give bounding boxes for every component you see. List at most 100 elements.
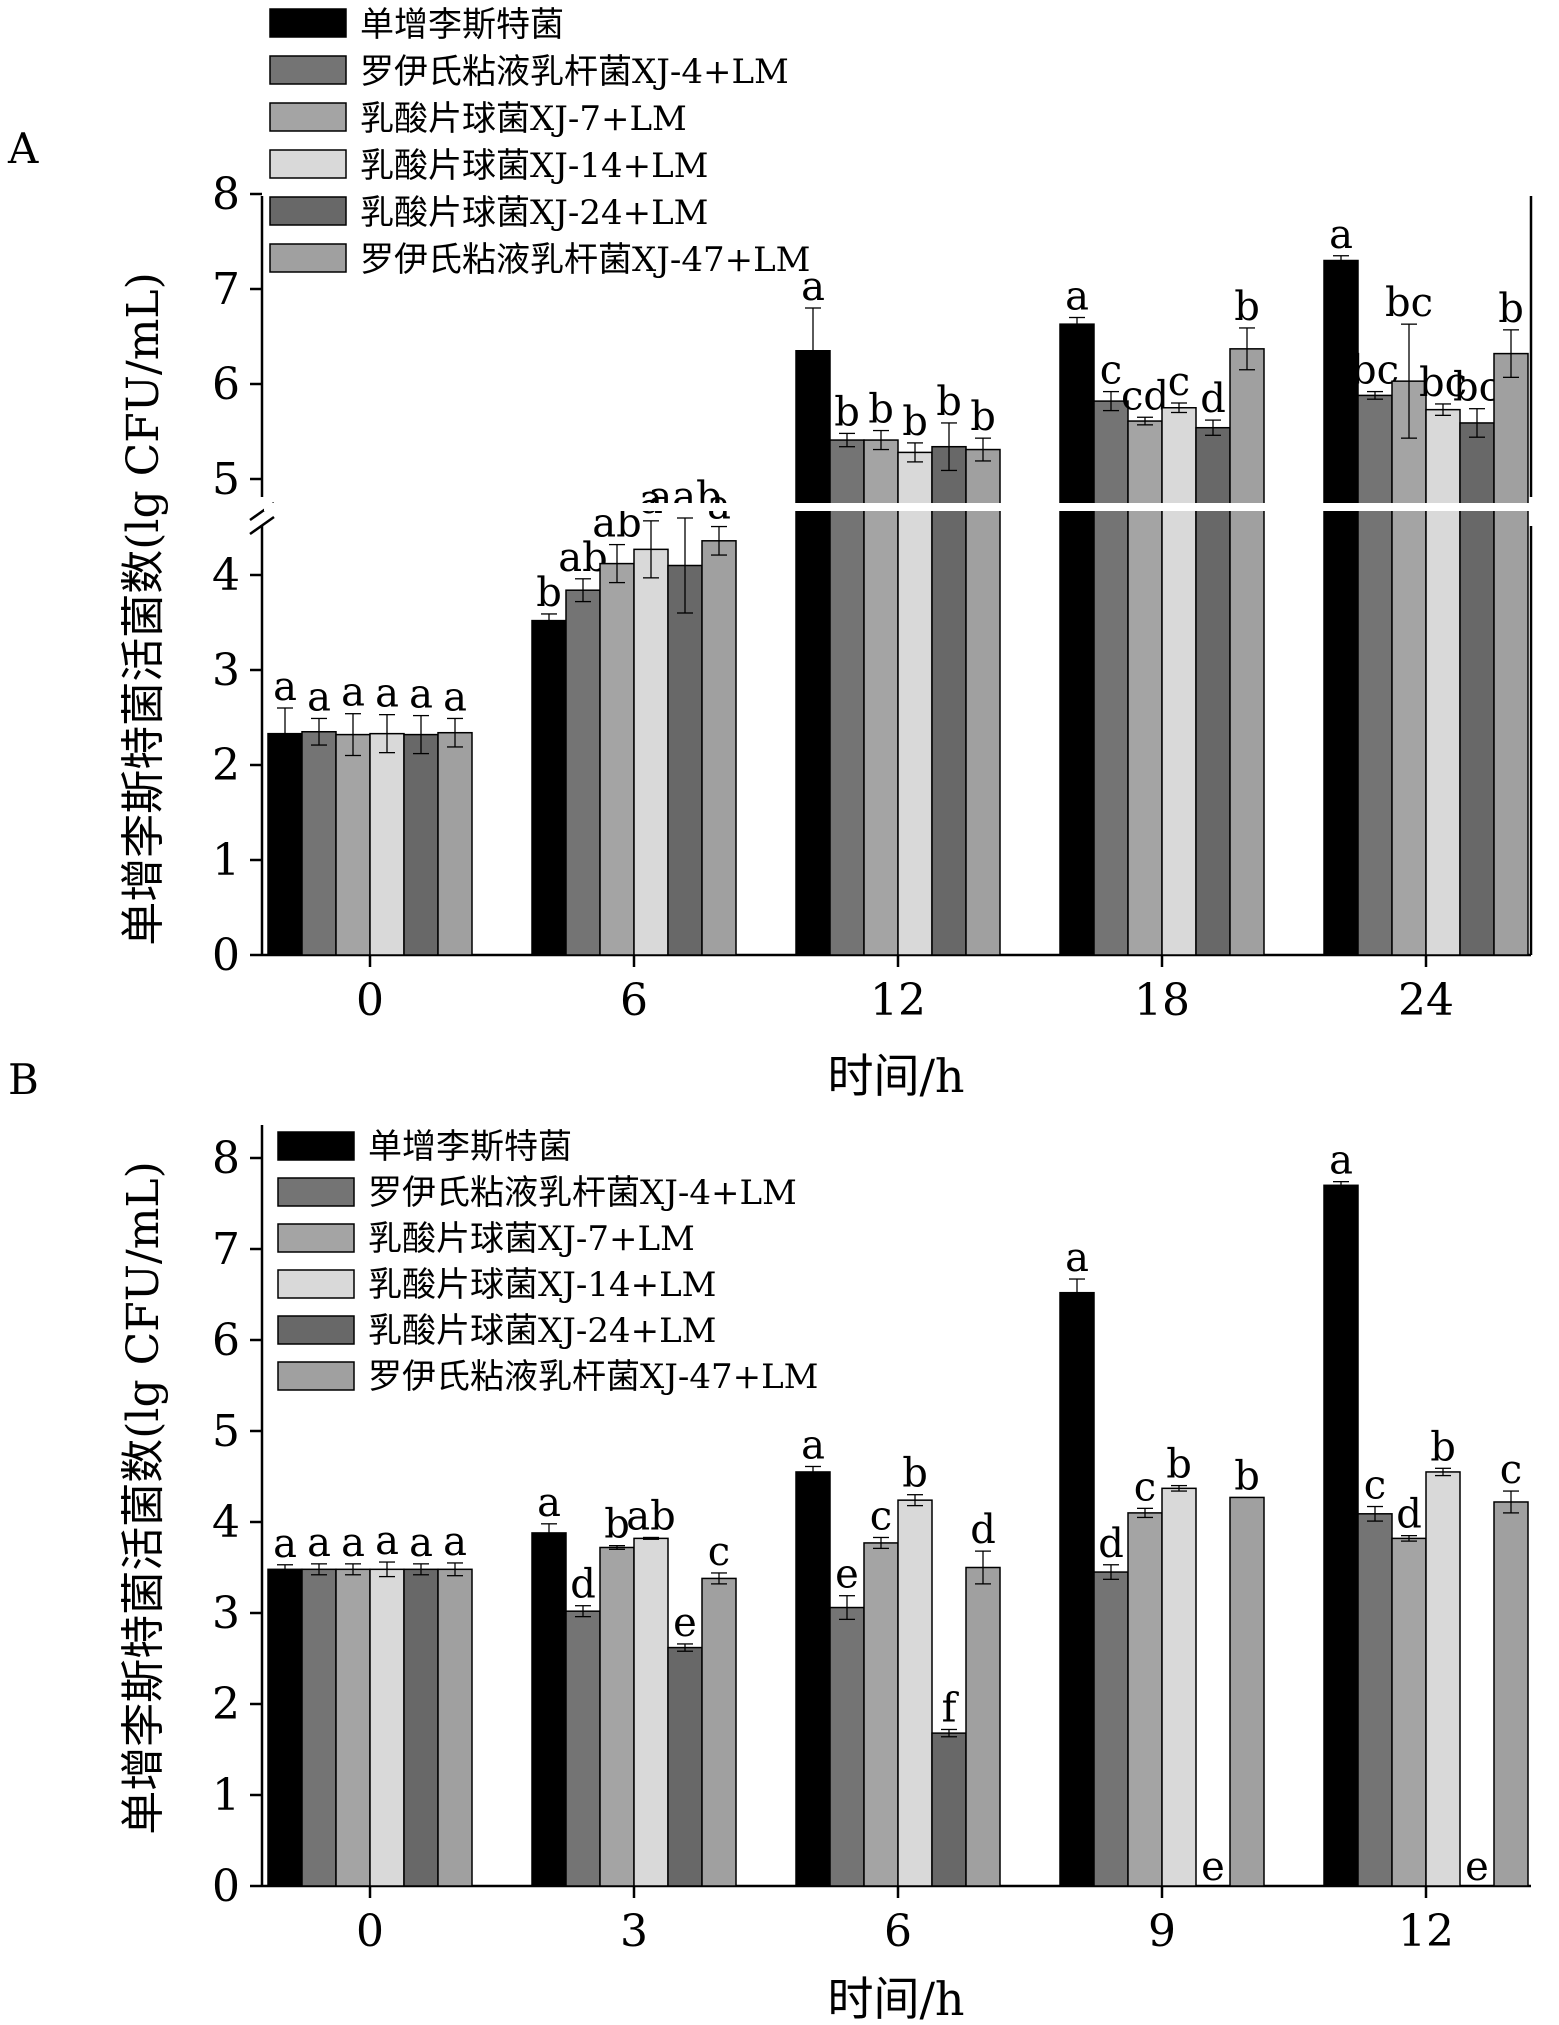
significance-letter: e — [1201, 1844, 1225, 1890]
bar — [701, 540, 737, 956]
bar — [301, 1568, 337, 1887]
significance-letter: b — [1498, 286, 1524, 332]
y-tick-label: 8 — [212, 1133, 240, 1184]
bar — [335, 733, 371, 956]
x-tick-label: 6 — [620, 975, 648, 1026]
significance-letter: b — [936, 379, 962, 425]
significance-letter: e — [1465, 1844, 1489, 1890]
significance-letter: b — [1166, 1442, 1192, 1488]
significance-letter: e — [835, 1552, 859, 1598]
significance-letter: bc — [1419, 360, 1467, 406]
significance-letter: a — [801, 264, 825, 310]
significance-letter: a — [273, 664, 297, 710]
significance-letter: b — [1430, 1424, 1456, 1470]
bar — [1391, 380, 1427, 956]
bar — [1127, 420, 1163, 956]
y-tick-label: 0 — [212, 930, 240, 981]
y-tick-label: 1 — [212, 1770, 240, 1821]
x-tick-label: 24 — [1398, 975, 1454, 1026]
bar — [863, 1542, 899, 1887]
x-tick-label: 3 — [620, 1906, 648, 1957]
bar — [897, 451, 933, 956]
bar — [1127, 1512, 1163, 1887]
legend-swatch — [277, 1223, 355, 1253]
bar — [1323, 1184, 1359, 1887]
significance-letter: b — [868, 387, 894, 433]
legend-label: 罗伊氏粘液乳杆菌XJ-47+LM — [360, 240, 810, 280]
bar — [1391, 1537, 1427, 1887]
bar — [1093, 1571, 1129, 1887]
panel-a-xlabel: 时间/h — [827, 1049, 964, 1103]
panel-a-ylabel: 单增李斯特菌活菌数(lg CFU/mL) — [118, 272, 169, 946]
bar — [1459, 422, 1495, 956]
significance-letter: bc — [1453, 365, 1501, 411]
x-tick-label: 12 — [1398, 1906, 1454, 1957]
bar — [565, 589, 601, 956]
legend-swatch — [269, 243, 347, 273]
bar — [565, 1610, 601, 1887]
significance-letter: b — [1234, 284, 1260, 330]
legend-label: 乳酸片球菌XJ-14+LM — [368, 1265, 716, 1305]
bar — [1357, 394, 1393, 956]
significance-letter: a — [1065, 1235, 1089, 1281]
significance-letter: a — [537, 1480, 561, 1526]
bar — [1357, 1513, 1393, 1887]
bar — [301, 731, 337, 956]
significance-letter: c — [1500, 1447, 1522, 1493]
bar — [931, 445, 967, 956]
bar — [633, 548, 669, 956]
bar — [403, 1568, 439, 1887]
bar — [369, 732, 405, 956]
bar — [599, 562, 635, 956]
bar — [369, 1568, 405, 1887]
panel-a-bars: abaaaaabbcbcaabbcdbcaabcbcaaabbdbcaabbb — [264, 212, 1529, 956]
significance-letter: a — [443, 1519, 467, 1565]
significance-letter: a — [639, 477, 663, 523]
significance-letter: c — [708, 1529, 730, 1575]
significance-letter: a — [273, 1521, 297, 1567]
legend-swatch — [269, 196, 347, 226]
significance-letter: bc — [1351, 348, 1399, 394]
panel-b-xlabel: 时间/h — [827, 1972, 964, 2025]
significance-letter: b — [902, 1451, 928, 1497]
axis-break-gap — [264, 503, 1529, 511]
y-tick-label: 3 — [212, 645, 240, 696]
legend-swatch — [277, 1177, 355, 1207]
x-tick-label: 9 — [1148, 1906, 1176, 1957]
significance-letter: c — [1134, 1464, 1156, 1510]
bar — [267, 732, 303, 956]
panel-b-label: B — [8, 1055, 39, 1104]
significance-letter: b — [834, 389, 860, 435]
bar — [965, 448, 1001, 956]
y-tick-label: 5 — [212, 1406, 240, 1457]
bar — [1323, 259, 1359, 956]
bar — [267, 1568, 303, 1887]
bar — [633, 1537, 669, 1887]
significance-letter: a — [409, 1520, 433, 1566]
bar — [667, 564, 703, 956]
significance-letter: a — [341, 670, 365, 716]
legend-label: 罗伊氏粘液乳杆菌XJ-4+LM — [360, 52, 789, 92]
bar — [1059, 323, 1095, 956]
significance-letter: a — [375, 1518, 399, 1564]
y-tick-label: 6 — [212, 359, 240, 410]
legend-label: 单增李斯特菌 — [368, 1127, 572, 1167]
y-tick-label: 7 — [212, 1224, 240, 1275]
bar — [599, 1546, 635, 1887]
bar — [795, 350, 831, 956]
panel-a-label: A — [7, 124, 39, 173]
x-tick-label: 12 — [870, 975, 926, 1026]
bar — [863, 439, 899, 956]
x-tick-label: 0 — [356, 1906, 384, 1957]
legend-swatch — [269, 8, 347, 38]
legend-label: 罗伊氏粘液乳杆菌XJ-4+LM — [368, 1173, 797, 1213]
bar — [1229, 1496, 1265, 1887]
significance-letter: a — [375, 671, 399, 717]
y-tick-label: 7 — [212, 264, 240, 315]
significance-letter: c — [870, 1493, 892, 1539]
